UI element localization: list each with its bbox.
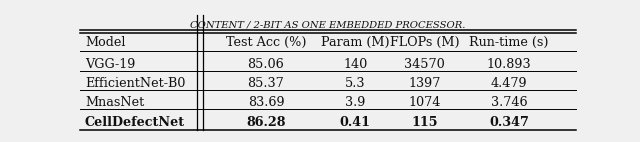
Text: 115: 115 — [412, 115, 438, 129]
Text: 86.28: 86.28 — [246, 115, 285, 129]
Text: 0.347: 0.347 — [489, 115, 529, 129]
Text: 3.9: 3.9 — [345, 96, 365, 109]
Text: 1074: 1074 — [408, 96, 441, 109]
Text: Test Acc (%): Test Acc (%) — [226, 36, 307, 49]
Text: 10.893: 10.893 — [487, 58, 531, 71]
Text: 85.37: 85.37 — [248, 77, 284, 90]
Text: 83.69: 83.69 — [248, 96, 284, 109]
Text: 85.06: 85.06 — [248, 58, 284, 71]
Text: EfficientNet-B0: EfficientNet-B0 — [85, 77, 186, 90]
Text: FLOPs (M): FLOPs (M) — [390, 36, 460, 49]
Text: 5.3: 5.3 — [345, 77, 365, 90]
Text: CONTENT / 2-BIT AS ONE EMBEDDED PROCESSOR.: CONTENT / 2-BIT AS ONE EMBEDDED PROCESSO… — [190, 20, 466, 29]
Text: 3.746: 3.746 — [491, 96, 527, 109]
Text: 0.41: 0.41 — [340, 115, 371, 129]
Text: Param (M): Param (M) — [321, 36, 390, 49]
Text: Run-time (s): Run-time (s) — [469, 36, 548, 49]
Text: CellDefectNet: CellDefectNet — [85, 115, 185, 129]
Text: 140: 140 — [343, 58, 367, 71]
Text: 4.479: 4.479 — [491, 77, 527, 90]
Text: Model: Model — [85, 36, 125, 49]
Text: 1397: 1397 — [408, 77, 441, 90]
Text: MnasNet: MnasNet — [85, 96, 144, 109]
Text: 34570: 34570 — [404, 58, 445, 71]
Text: VGG-19: VGG-19 — [85, 58, 135, 71]
